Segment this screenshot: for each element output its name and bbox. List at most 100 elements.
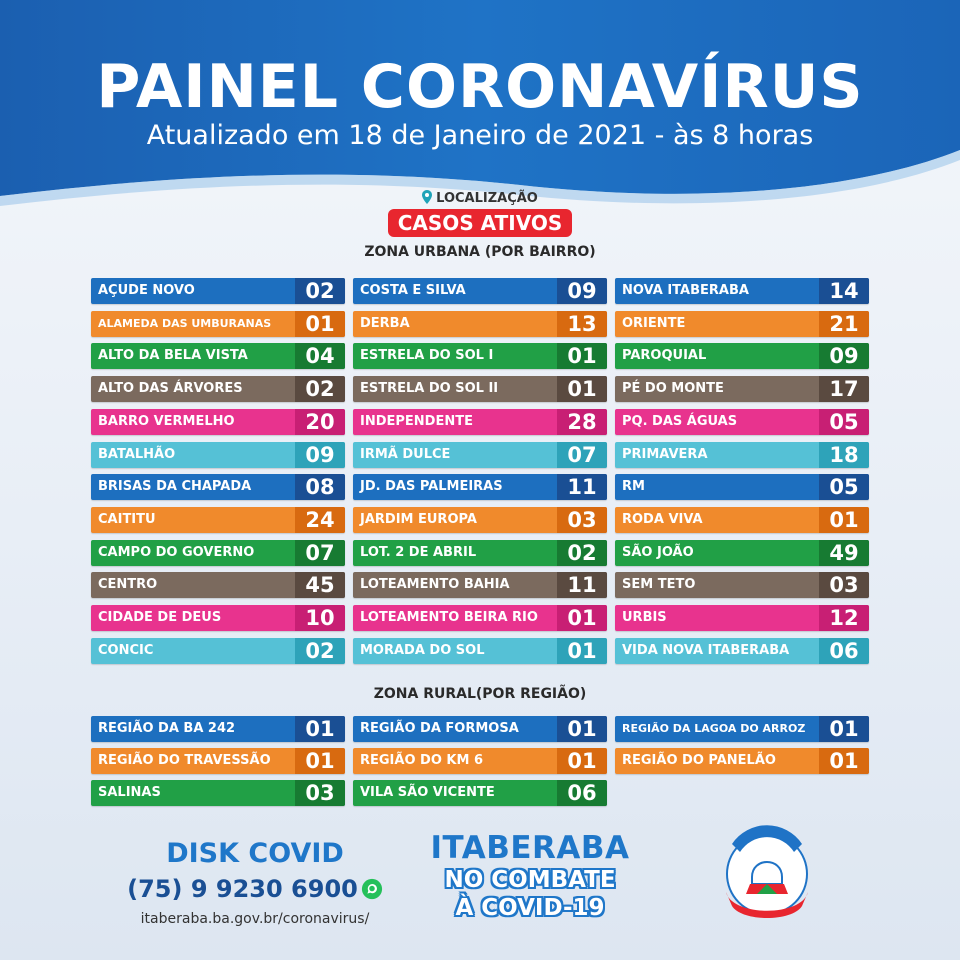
case-count: 28 (557, 408, 607, 435)
case-count: 05 (819, 474, 869, 501)
case-count: 17 (819, 376, 869, 403)
case-row: BARRO VERMELHO 20 (91, 408, 345, 435)
case-count: 02 (295, 376, 345, 403)
case-row: ALTO DA BELA VISTA 04 (91, 343, 345, 370)
case-count: 03 (295, 780, 345, 806)
case-row: REGIÃO DO KM 6 01 (353, 748, 607, 774)
area-name: LOTEAMENTO BAHIA (360, 577, 510, 593)
case-row: CAMPO DO GOVERNO 07 (91, 539, 345, 566)
area-name: REGIÃO DA FORMOSA (360, 721, 519, 736)
area-name: ALTO DA BELA VISTA (98, 348, 248, 364)
case-row: PÉ DO MONTE 17 (615, 376, 869, 403)
case-count: 02 (295, 278, 345, 304)
area-name: CAMPO DO GOVERNO (98, 544, 255, 560)
case-row: ESTRELA DO SOL I 01 (353, 343, 607, 370)
area-name: PAROQUIAL (622, 348, 707, 364)
case-row: COSTA E SILVA 09 (353, 278, 607, 304)
location-label: LOCALIZAÇÃO (0, 190, 960, 206)
website-url: itaberaba.ba.gov.br/coronavirus/ (140, 911, 370, 927)
case-count: 01 (557, 637, 607, 664)
case-row: CAITITU 24 (91, 506, 345, 533)
case-count: 05 (819, 408, 869, 435)
case-row: NOVA ITABERABA 14 (615, 278, 869, 304)
area-name: REGIÃO DO TRAVESSÃO (98, 753, 271, 768)
case-count: 01 (819, 748, 869, 774)
location-text: LOCALIZAÇÃO (436, 191, 538, 206)
case-row: LOTEAMENTO BEIRA RIO 01 (353, 605, 607, 631)
city-name: ITABERABA (430, 830, 630, 866)
case-row: SALINAS 03 (91, 780, 345, 806)
case-count: 09 (557, 278, 607, 304)
case-count: 13 (557, 310, 607, 337)
area-name: CAITITU (98, 511, 156, 527)
case-count: 45 (295, 572, 345, 599)
case-row: CONCIC 02 (91, 637, 345, 664)
case-count: 02 (557, 539, 607, 566)
area-name: RODA VIVA (622, 511, 703, 527)
area-name: JD. DAS PALMEIRAS (360, 479, 503, 495)
area-name: URBIS (622, 610, 667, 625)
area-name: MORADA DO SOL (360, 642, 485, 658)
case-row: PAROQUIAL 09 (615, 343, 869, 370)
case-count: 04 (295, 343, 345, 370)
area-name: RM (622, 479, 645, 495)
case-count: 02 (295, 637, 345, 664)
city-seal-icon (726, 825, 808, 918)
case-count: 21 (819, 310, 869, 337)
case-count: 01 (557, 376, 607, 403)
area-name: SEM TETO (622, 577, 696, 593)
area-name: SÃO JOÃO (622, 544, 694, 560)
case-count: 01 (557, 343, 607, 370)
case-count: 06 (819, 637, 869, 664)
case-row: ALTO DAS ÁRVORES 02 (91, 376, 345, 403)
area-name: ESTRELA DO SOL II (360, 381, 499, 397)
case-row: BRISAS DA CHAPADA 08 (91, 474, 345, 501)
case-row: PQ. DAS ÁGUAS 05 (615, 408, 869, 435)
area-name: PÉ DO MONTE (622, 381, 724, 397)
disk-covid-title: DISK COVID (166, 838, 344, 869)
area-name: CENTRO (98, 577, 158, 593)
case-row: VIDA NOVA ITABERABA 06 (615, 637, 869, 664)
case-count: 01 (557, 748, 607, 774)
area-name: IRMÃ DULCE (360, 446, 451, 462)
area-name: VILA SÃO VICENTE (360, 785, 495, 800)
case-row: IRMÃ DULCE 07 (353, 441, 607, 468)
area-name: ORIENTE (622, 315, 686, 331)
case-row: REGIÃO DO TRAVESSÃO 01 (91, 748, 345, 774)
area-name: CONCIC (98, 642, 154, 658)
case-count: 01 (819, 716, 869, 742)
active-cases-badge: CASOS ATIVOS (387, 209, 573, 237)
area-name: JARDIM EUROPA (360, 511, 477, 527)
campaign-line-2: À COVID-19 (455, 895, 605, 921)
case-row: ESTRELA DO SOL II 01 (353, 376, 607, 403)
case-row: CENTRO 45 (91, 572, 345, 599)
area-name: REGIÃO DA LAGOA DO ARROZ (622, 722, 806, 735)
area-name: ALTO DAS ÁRVORES (98, 381, 243, 397)
disk-covid-block: DISK COVID (75) 9 9230 6900 itaberaba.ba… (110, 838, 400, 927)
area-name: COSTA E SILVA (360, 283, 466, 298)
area-name: BARRO VERMELHO (98, 413, 235, 429)
phone-number: (75) 9 9230 6900 (127, 875, 358, 903)
case-row: LOTEAMENTO BAHIA 11 (353, 572, 607, 599)
case-row: DERBA 13 (353, 310, 607, 337)
urban-zone-title: ZONA URBANA (POR BAIRRO) (364, 244, 596, 260)
case-count: 14 (819, 278, 869, 304)
case-count: 08 (295, 474, 345, 501)
case-row: REGIÃO DA LAGOA DO ARROZ 01 (615, 716, 869, 742)
case-count: 11 (557, 572, 607, 599)
case-row: JARDIM EUROPA 03 (353, 506, 607, 533)
case-count: 07 (295, 539, 345, 566)
case-count: 12 (819, 605, 869, 631)
area-name: CIDADE DE DEUS (98, 610, 222, 625)
case-row: VILA SÃO VICENTE 06 (353, 780, 607, 806)
case-row: PRIMAVERA 18 (615, 441, 869, 468)
area-name: LOT. 2 DE ABRIL (360, 544, 477, 560)
case-count: 01 (295, 310, 345, 337)
case-count: 49 (819, 539, 869, 566)
case-row: BATALHÃO 09 (91, 441, 345, 468)
case-row: INDEPENDENTE 28 (353, 408, 607, 435)
campaign-logo: ITABERABA NO COMBATE À COVID-19 (410, 830, 650, 922)
area-name: LOTEAMENTO BEIRA RIO (360, 610, 538, 625)
area-name: VIDA NOVA ITABERABA (622, 642, 790, 658)
update-subtitle: Atualizado em 18 de Janeiro de 2021 - às… (146, 120, 814, 151)
